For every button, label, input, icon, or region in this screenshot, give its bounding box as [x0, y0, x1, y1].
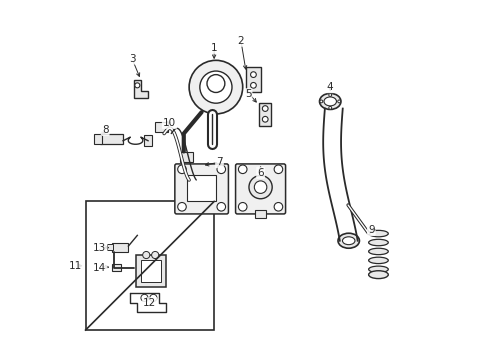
Bar: [94, 134, 102, 144]
Circle shape: [151, 251, 159, 258]
Circle shape: [149, 294, 157, 301]
Ellipse shape: [248, 176, 272, 199]
Circle shape: [328, 107, 331, 109]
Circle shape: [262, 116, 267, 122]
Ellipse shape: [368, 271, 387, 279]
Circle shape: [238, 165, 246, 174]
Text: 2: 2: [237, 36, 244, 46]
Bar: [144, 135, 151, 146]
Text: 8: 8: [102, 125, 108, 135]
Ellipse shape: [319, 93, 340, 109]
Bar: [155, 122, 167, 132]
Circle shape: [217, 165, 225, 174]
Ellipse shape: [368, 248, 387, 255]
Ellipse shape: [337, 233, 359, 248]
Circle shape: [189, 60, 242, 114]
Circle shape: [142, 251, 149, 258]
Ellipse shape: [368, 239, 387, 246]
Text: 10: 10: [163, 118, 176, 128]
Circle shape: [200, 71, 231, 103]
Circle shape: [141, 294, 148, 301]
Text: 4: 4: [326, 82, 333, 92]
Circle shape: [274, 165, 282, 174]
Ellipse shape: [368, 257, 387, 264]
Circle shape: [328, 94, 331, 96]
Text: 9: 9: [367, 225, 374, 235]
Polygon shape: [134, 80, 148, 98]
Bar: [100, 134, 123, 144]
Text: 14: 14: [93, 262, 106, 273]
Bar: [180, 152, 192, 162]
Bar: [255, 210, 265, 217]
Text: 1: 1: [210, 43, 217, 53]
Text: 6: 6: [257, 168, 264, 178]
Text: 5: 5: [244, 89, 251, 99]
Ellipse shape: [324, 97, 336, 106]
Ellipse shape: [368, 266, 387, 273]
Text: 13: 13: [93, 243, 106, 253]
Circle shape: [250, 72, 256, 77]
Circle shape: [177, 165, 186, 174]
Bar: [112, 264, 121, 271]
Bar: [107, 244, 113, 249]
Bar: [246, 67, 260, 93]
Circle shape: [206, 75, 224, 93]
FancyBboxPatch shape: [175, 164, 228, 214]
Ellipse shape: [254, 181, 266, 193]
Bar: [258, 103, 271, 126]
Circle shape: [238, 203, 246, 211]
Text: 7: 7: [216, 157, 223, 167]
Text: 12: 12: [143, 298, 156, 308]
Bar: [85, 202, 214, 330]
Bar: [135, 255, 165, 287]
Bar: [187, 175, 216, 202]
Circle shape: [250, 82, 256, 88]
Circle shape: [135, 83, 140, 88]
Text: 11: 11: [69, 261, 82, 271]
Circle shape: [319, 100, 322, 103]
FancyBboxPatch shape: [235, 164, 285, 214]
Circle shape: [177, 203, 186, 211]
Text: 3: 3: [128, 54, 135, 64]
Ellipse shape: [342, 237, 354, 245]
Ellipse shape: [368, 230, 387, 237]
Circle shape: [262, 106, 267, 111]
Bar: [112, 243, 128, 252]
Circle shape: [217, 203, 225, 211]
Bar: [141, 260, 160, 282]
Circle shape: [337, 100, 340, 103]
Circle shape: [274, 203, 282, 211]
